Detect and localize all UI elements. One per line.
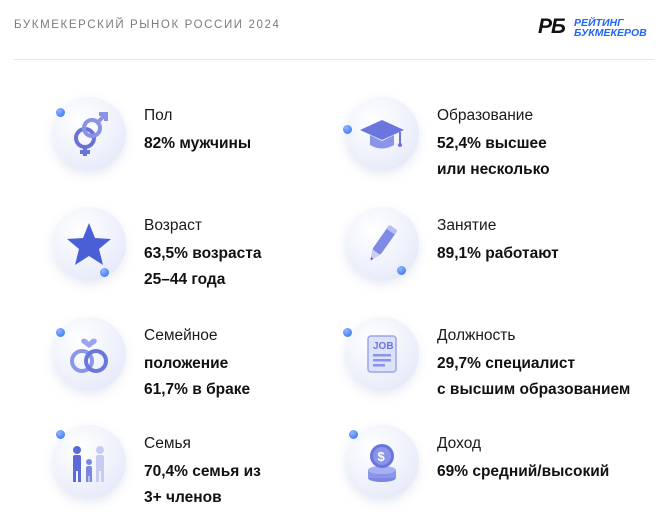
stat-value-line: 82% мужчины <box>144 135 252 152</box>
accent-dot <box>56 430 65 439</box>
stat-label: Занятие <box>437 217 497 234</box>
stat-value-line: 89,1% работают <box>437 245 559 262</box>
stat-label: Образование <box>437 107 534 124</box>
graduation-cap-icon <box>345 97 419 171</box>
accent-dot <box>56 328 65 337</box>
stat-value: 52,4% высшее или несколько <box>437 131 550 183</box>
logo-text: РЕЙТИНГ БУКМЕКЕРОВ <box>574 17 647 39</box>
stat-label: Пол <box>144 107 173 124</box>
stat-value-line: положение <box>144 355 229 372</box>
logo-line-1: РЕЙТИНГ <box>574 17 624 29</box>
stat-value-line: или несколько <box>437 161 550 178</box>
stat-value: 70,4% семья из 3+ членов <box>144 459 261 511</box>
stat-label: Должность <box>437 327 516 344</box>
stat-value-line: 69% средний/высокий <box>437 463 610 480</box>
stat-item-income: $ Доход 69% средний/высокий <box>345 425 655 515</box>
stat-value: 89,1% работают <box>437 241 559 267</box>
stat-value: 29,7% специалист с высшим образованием <box>437 351 630 403</box>
stat-item-gender: Пол 82% мужчины <box>52 97 362 187</box>
stat-item-marital: Семейное положение 61,7% в браке <box>52 317 362 407</box>
stat-label: Возраст <box>144 217 202 234</box>
stat-label: Семья <box>144 435 191 452</box>
stat-value: 69% средний/высокий <box>437 459 609 485</box>
stat-label: Доход <box>437 435 482 452</box>
stat-value-line: 25–44 года <box>144 271 226 288</box>
svg-text:$: $ <box>378 449 386 464</box>
accent-dot <box>397 266 406 275</box>
stat-item-occupation: Занятие 89,1% работают <box>345 207 655 297</box>
accent-dot <box>100 268 109 277</box>
stat-value-line: с высшим образованием <box>437 381 631 398</box>
job-document-icon: JOB <box>345 317 419 391</box>
stat-value: положение 61,7% в браке <box>144 351 250 403</box>
pencil-icon <box>345 207 419 281</box>
stat-value-line: 29,7% специалист <box>437 355 576 372</box>
stat-item-family: Семья 70,4% семья из 3+ членов <box>52 425 362 515</box>
family-icon <box>52 425 126 499</box>
page-title: БУКМЕКЕРСКИЙ РЫНОК РОССИИ 2024 <box>14 19 281 31</box>
stat-item-education: Образование 52,4% высшее или несколько <box>343 97 655 187</box>
star-icon <box>52 207 126 281</box>
logo-line-2: БУКМЕКЕРОВ <box>574 27 647 39</box>
stat-value-line: 3+ членов <box>144 489 222 506</box>
stat-value-line: 52,4% высшее <box>437 135 547 152</box>
stat-value-line: 70,4% семья из <box>144 463 261 480</box>
brand-logo[interactable]: РБ РЕЙТИНГ БУКМЕКЕРОВ <box>538 15 656 41</box>
logo-mark: РБ <box>538 15 566 38</box>
accent-dot <box>343 328 352 337</box>
coins-icon: $ <box>345 425 419 499</box>
stat-item-age: Возраст 63,5% возраста 25–44 года <box>52 207 362 297</box>
stat-value-line: 61,7% в браке <box>144 381 251 398</box>
accent-dot <box>349 430 358 439</box>
stat-label: Семейное <box>144 327 218 344</box>
stat-item-position: JOB Должность 29,7% специалист с высшим … <box>343 317 655 407</box>
header-divider <box>14 59 654 60</box>
stat-value: 63,5% возраста 25–44 года <box>144 241 261 293</box>
stat-value: 82% мужчины <box>144 131 251 157</box>
accent-dot <box>343 125 352 134</box>
accent-dot <box>56 108 65 117</box>
stat-value-line: 63,5% возраста <box>144 245 262 262</box>
svg-text:JOB: JOB <box>373 341 394 352</box>
